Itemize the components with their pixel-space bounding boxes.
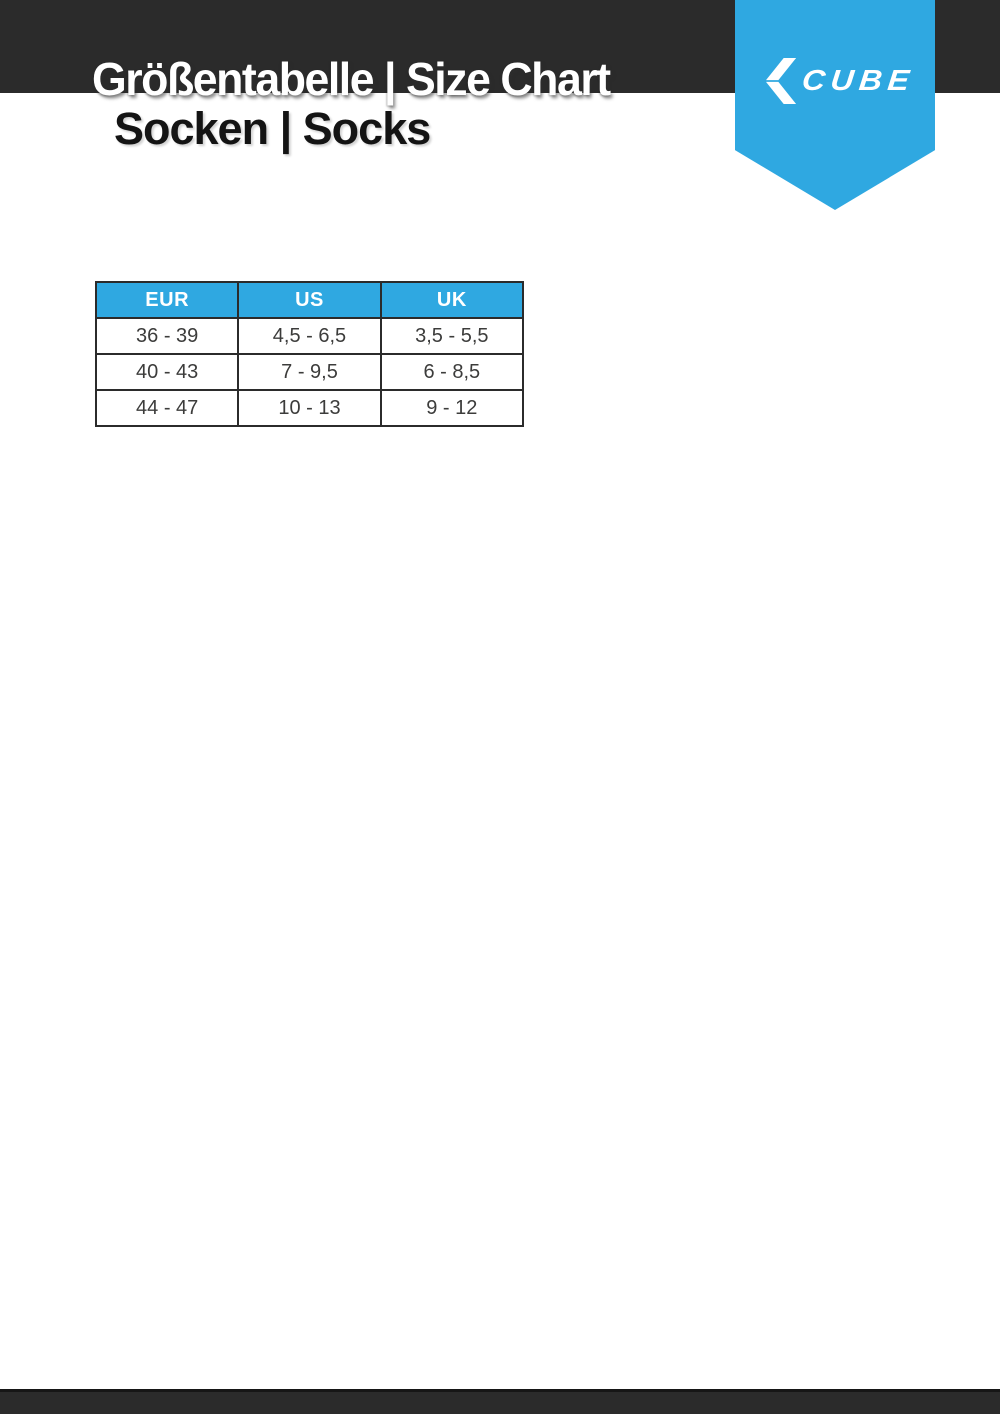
cube-chevron-icon — [765, 58, 796, 104]
table-cell: 3,5 - 5,5 — [379, 317, 525, 355]
footer-band — [0, 1389, 1000, 1414]
table-cell: 40 - 43 — [94, 353, 240, 391]
table-cell: 9 - 12 — [379, 389, 525, 427]
page-title: Größentabelle | Size Chart — [92, 53, 611, 105]
table-header-uk: UK — [379, 281, 525, 319]
table-cell: 4,5 - 6,5 — [237, 317, 382, 355]
cube-logo: CUBE — [735, 58, 935, 104]
table-header-us: US — [237, 281, 382, 319]
table-row: 44 - 47 10 - 13 9 - 12 — [94, 389, 525, 427]
table-row: 40 - 43 7 - 9,5 6 - 8,5 — [94, 353, 525, 391]
table-header-eur: EUR — [94, 281, 240, 319]
cube-logo-text: CUBE — [800, 64, 917, 97]
table-cell: 44 - 47 — [94, 389, 240, 427]
size-table-header-row: EUR US UK — [94, 281, 525, 319]
table-cell: 6 - 8,5 — [379, 353, 525, 391]
brand-ribbon: CUBE — [735, 0, 935, 210]
size-table: EUR US UK 36 - 39 4,5 - 6,5 3,5 - 5,5 40… — [94, 281, 525, 427]
table-cell: 10 - 13 — [237, 389, 382, 427]
table-cell: 7 - 9,5 — [237, 353, 382, 391]
page-subtitle: Socken | Socks — [114, 103, 431, 154]
table-row: 36 - 39 4,5 - 6,5 3,5 - 5,5 — [94, 317, 525, 355]
table-cell: 36 - 39 — [94, 317, 240, 355]
